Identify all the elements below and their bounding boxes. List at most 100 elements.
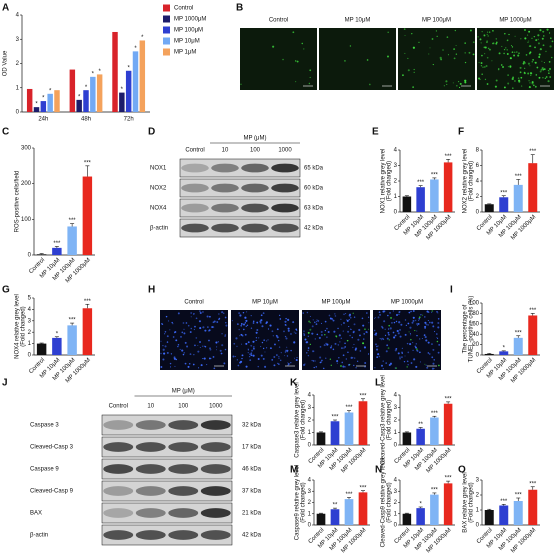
significance: ***: [445, 476, 453, 482]
cell-dot: [522, 61, 526, 64]
kda-label: 60 kDa: [304, 186, 324, 192]
cell-dot: [315, 366, 318, 368]
cell-dot: [287, 363, 290, 365]
y-axis-label: (Fold changed): [21, 306, 27, 346]
cell-dot: [366, 312, 368, 314]
cell-dot: [202, 311, 204, 313]
cell-dot: [486, 56, 489, 59]
cell-dot: [304, 338, 307, 341]
bar: [26, 88, 33, 112]
bar: [40, 101, 47, 112]
cell-dot: [389, 311, 391, 314]
cell-dot: [206, 364, 208, 366]
cell-dot: [350, 328, 352, 331]
cell-dot: [412, 316, 415, 319]
band: [200, 464, 231, 474]
cell-dot: [362, 342, 365, 345]
cell-dot: [380, 364, 384, 367]
cell-dot: [366, 332, 368, 334]
cell-dot: [209, 347, 211, 350]
cell-dot: [377, 316, 380, 319]
y-tick-label: 1: [476, 508, 480, 514]
y-tick-label: 0: [394, 523, 398, 529]
blot-header: MP (μM): [243, 136, 266, 142]
micrograph: [240, 28, 317, 90]
bar: [119, 92, 125, 112]
legend-swatch: [163, 4, 170, 12]
cell-dot: [367, 328, 369, 330]
cell-dot: [278, 339, 280, 342]
cell-dot: [342, 365, 345, 368]
image-label: MP 100μM: [321, 300, 350, 306]
cell-dot: [280, 352, 282, 354]
cell-dot: [503, 49, 506, 51]
y-tick-label: 40: [472, 332, 479, 338]
cell-dot: [245, 319, 248, 322]
cell-dot: [393, 336, 396, 339]
cell-dot: [520, 76, 523, 79]
cell-dot: [408, 311, 411, 314]
cell-dot: [186, 345, 189, 348]
cell-dot: [260, 314, 263, 317]
cell-dot: [489, 48, 491, 51]
cell-dot: [412, 86, 414, 88]
cell-dot: [241, 354, 244, 357]
bar: [430, 494, 439, 525]
y-tick-label: 60: [472, 321, 479, 327]
cell-dot: [410, 338, 412, 341]
cell-dot: [349, 334, 351, 337]
cell-dot: [293, 331, 295, 333]
cell-dot: [427, 352, 430, 354]
cell-dot: [343, 347, 345, 349]
cell-dot: [414, 345, 417, 347]
cell-dot: [416, 324, 418, 326]
cell-dot: [407, 69, 410, 72]
cell-dot: [551, 40, 554, 43]
significance: ***: [500, 499, 508, 505]
cell-dot: [532, 59, 534, 61]
y-tick-label: 2: [476, 493, 480, 499]
y-axis-label: (Fold changed): [387, 482, 393, 522]
cell-dot: [204, 345, 206, 348]
kda-label: 65 kDa: [304, 166, 324, 172]
significance: ***: [500, 190, 508, 196]
cell-dot: [293, 341, 296, 344]
cell-dot: [446, 36, 449, 38]
cell-dot: [292, 31, 295, 34]
cell-dot: [287, 318, 290, 321]
y-tick-label: 2: [308, 418, 312, 424]
cell-dot: [533, 35, 536, 38]
bar: [54, 90, 60, 112]
y-tick-label: 0: [394, 443, 398, 449]
cell-dot: [309, 76, 311, 79]
cell-dot: [252, 322, 255, 324]
cell-dot: [472, 41, 475, 44]
cell-dot: [353, 323, 356, 326]
bar: [47, 93, 53, 112]
cell-dot: [344, 60, 346, 62]
significance: *: [98, 69, 101, 75]
cell-dot: [374, 367, 376, 369]
cell-dot: [189, 353, 192, 356]
cell-dot: [401, 356, 403, 358]
cell-dot: [468, 51, 471, 54]
band: [271, 183, 299, 193]
band: [103, 530, 134, 540]
cell-dot: [245, 365, 248, 368]
cell-dot: [160, 340, 162, 342]
cell-dot: [199, 311, 202, 315]
cell-dot: [459, 82, 462, 85]
y-tick-label: 3: [394, 163, 398, 169]
cell-dot: [542, 30, 545, 33]
protein-label: NOX4: [150, 206, 167, 212]
cell-dot: [246, 311, 248, 313]
panel-letter: E: [372, 127, 379, 138]
cell-dot: [211, 326, 214, 329]
cell-dot: [250, 352, 253, 354]
cell-dot: [484, 46, 487, 49]
band: [241, 223, 269, 233]
cell-dot: [404, 355, 406, 357]
cell-dot: [346, 319, 348, 321]
panel-letter: I: [450, 285, 453, 296]
cell-dot: [395, 367, 397, 369]
